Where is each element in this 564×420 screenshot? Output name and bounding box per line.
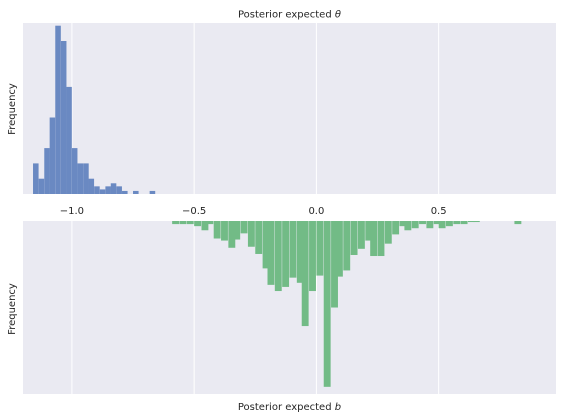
bar-b	[316, 221, 324, 276]
bar-b	[357, 221, 365, 249]
bar-b	[206, 221, 214, 225]
bar-b	[331, 221, 338, 308]
bar-b	[335, 221, 343, 277]
bar-b	[172, 221, 180, 225]
bar-b	[433, 221, 441, 225]
bar-b	[233, 221, 241, 240]
bar-theta	[94, 186, 100, 194]
bar-b	[384, 221, 392, 244]
bar-theta	[55, 25, 61, 195]
bar-theta	[83, 163, 89, 194]
bar-theta	[66, 86, 72, 194]
xlabel-b: Posterior expected b	[238, 402, 341, 413]
bar-b	[262, 221, 270, 269]
bar-b	[194, 221, 202, 227]
bar-theta	[44, 148, 50, 194]
bar-b	[274, 221, 282, 292]
bar-theta	[88, 178, 95, 194]
bar-b	[289, 221, 297, 278]
xlabel-b-text: Posterior expected b	[238, 402, 341, 413]
bar-b	[267, 221, 275, 285]
bar-b	[472, 221, 480, 223]
bar-theta	[105, 186, 111, 194]
bar-b	[247, 221, 255, 247]
bar-theta	[38, 178, 45, 194]
bar-theta	[77, 163, 84, 194]
bar-b	[467, 221, 475, 223]
bar-b	[186, 221, 194, 225]
bar-b	[453, 221, 461, 225]
bar-b	[201, 221, 209, 231]
bar-b	[365, 221, 373, 241]
xtick-label-theta: 0.0	[308, 206, 324, 217]
bars-b	[172, 221, 522, 387]
bar-b	[301, 221, 309, 327]
bar-b	[221, 221, 228, 241]
xtick-label-theta: 0.5	[431, 206, 447, 217]
bar-theta	[116, 186, 122, 194]
plot-area-theta	[23, 23, 556, 194]
bar-b	[377, 221, 385, 257]
xtick-label-theta: −0.5	[182, 206, 206, 217]
bar-theta	[33, 163, 39, 194]
bar-b	[296, 221, 304, 283]
bar-b	[282, 221, 290, 287]
xtick-labels-theta: −1.0 −0.5 0.0 0.5	[60, 206, 447, 217]
bar-b	[343, 221, 351, 271]
bar-b	[438, 221, 446, 229]
bar-theta	[149, 190, 156, 194]
bar-theta	[49, 117, 56, 194]
bar-b	[392, 221, 400, 235]
bar-b	[228, 221, 236, 248]
bar-b	[514, 221, 522, 225]
math-symbol: b	[335, 402, 341, 413]
bar-b	[404, 221, 412, 231]
title-theta-text: Posterior expected θ	[238, 10, 341, 21]
bar-theta	[71, 148, 78, 194]
bar-b	[419, 221, 426, 225]
xtick-label-theta: −1.0	[60, 206, 84, 217]
bar-b	[350, 221, 358, 255]
bar-theta	[133, 190, 139, 194]
bar-theta	[110, 183, 117, 194]
math-symbol: θ	[335, 10, 341, 21]
bar-b	[179, 221, 187, 225]
bar-theta	[99, 189, 106, 194]
bar-b	[240, 221, 248, 234]
bar-theta	[60, 41, 67, 194]
bar-b	[309, 221, 316, 292]
ylabel-theta: Frequency	[7, 83, 18, 135]
bar-b	[460, 221, 468, 225]
bar-theta	[122, 190, 128, 194]
bar-b	[445, 221, 453, 227]
bar-b	[411, 221, 419, 229]
bars-theta	[33, 25, 156, 195]
bar-b	[255, 221, 263, 254]
bar-b	[426, 221, 434, 229]
ylabel-b: Frequency	[7, 283, 18, 335]
bar-b	[213, 221, 221, 239]
bar-b	[323, 221, 331, 387]
bar-b	[399, 221, 407, 227]
title-theta: Posterior expected θ	[238, 10, 341, 21]
bar-b	[370, 221, 378, 257]
